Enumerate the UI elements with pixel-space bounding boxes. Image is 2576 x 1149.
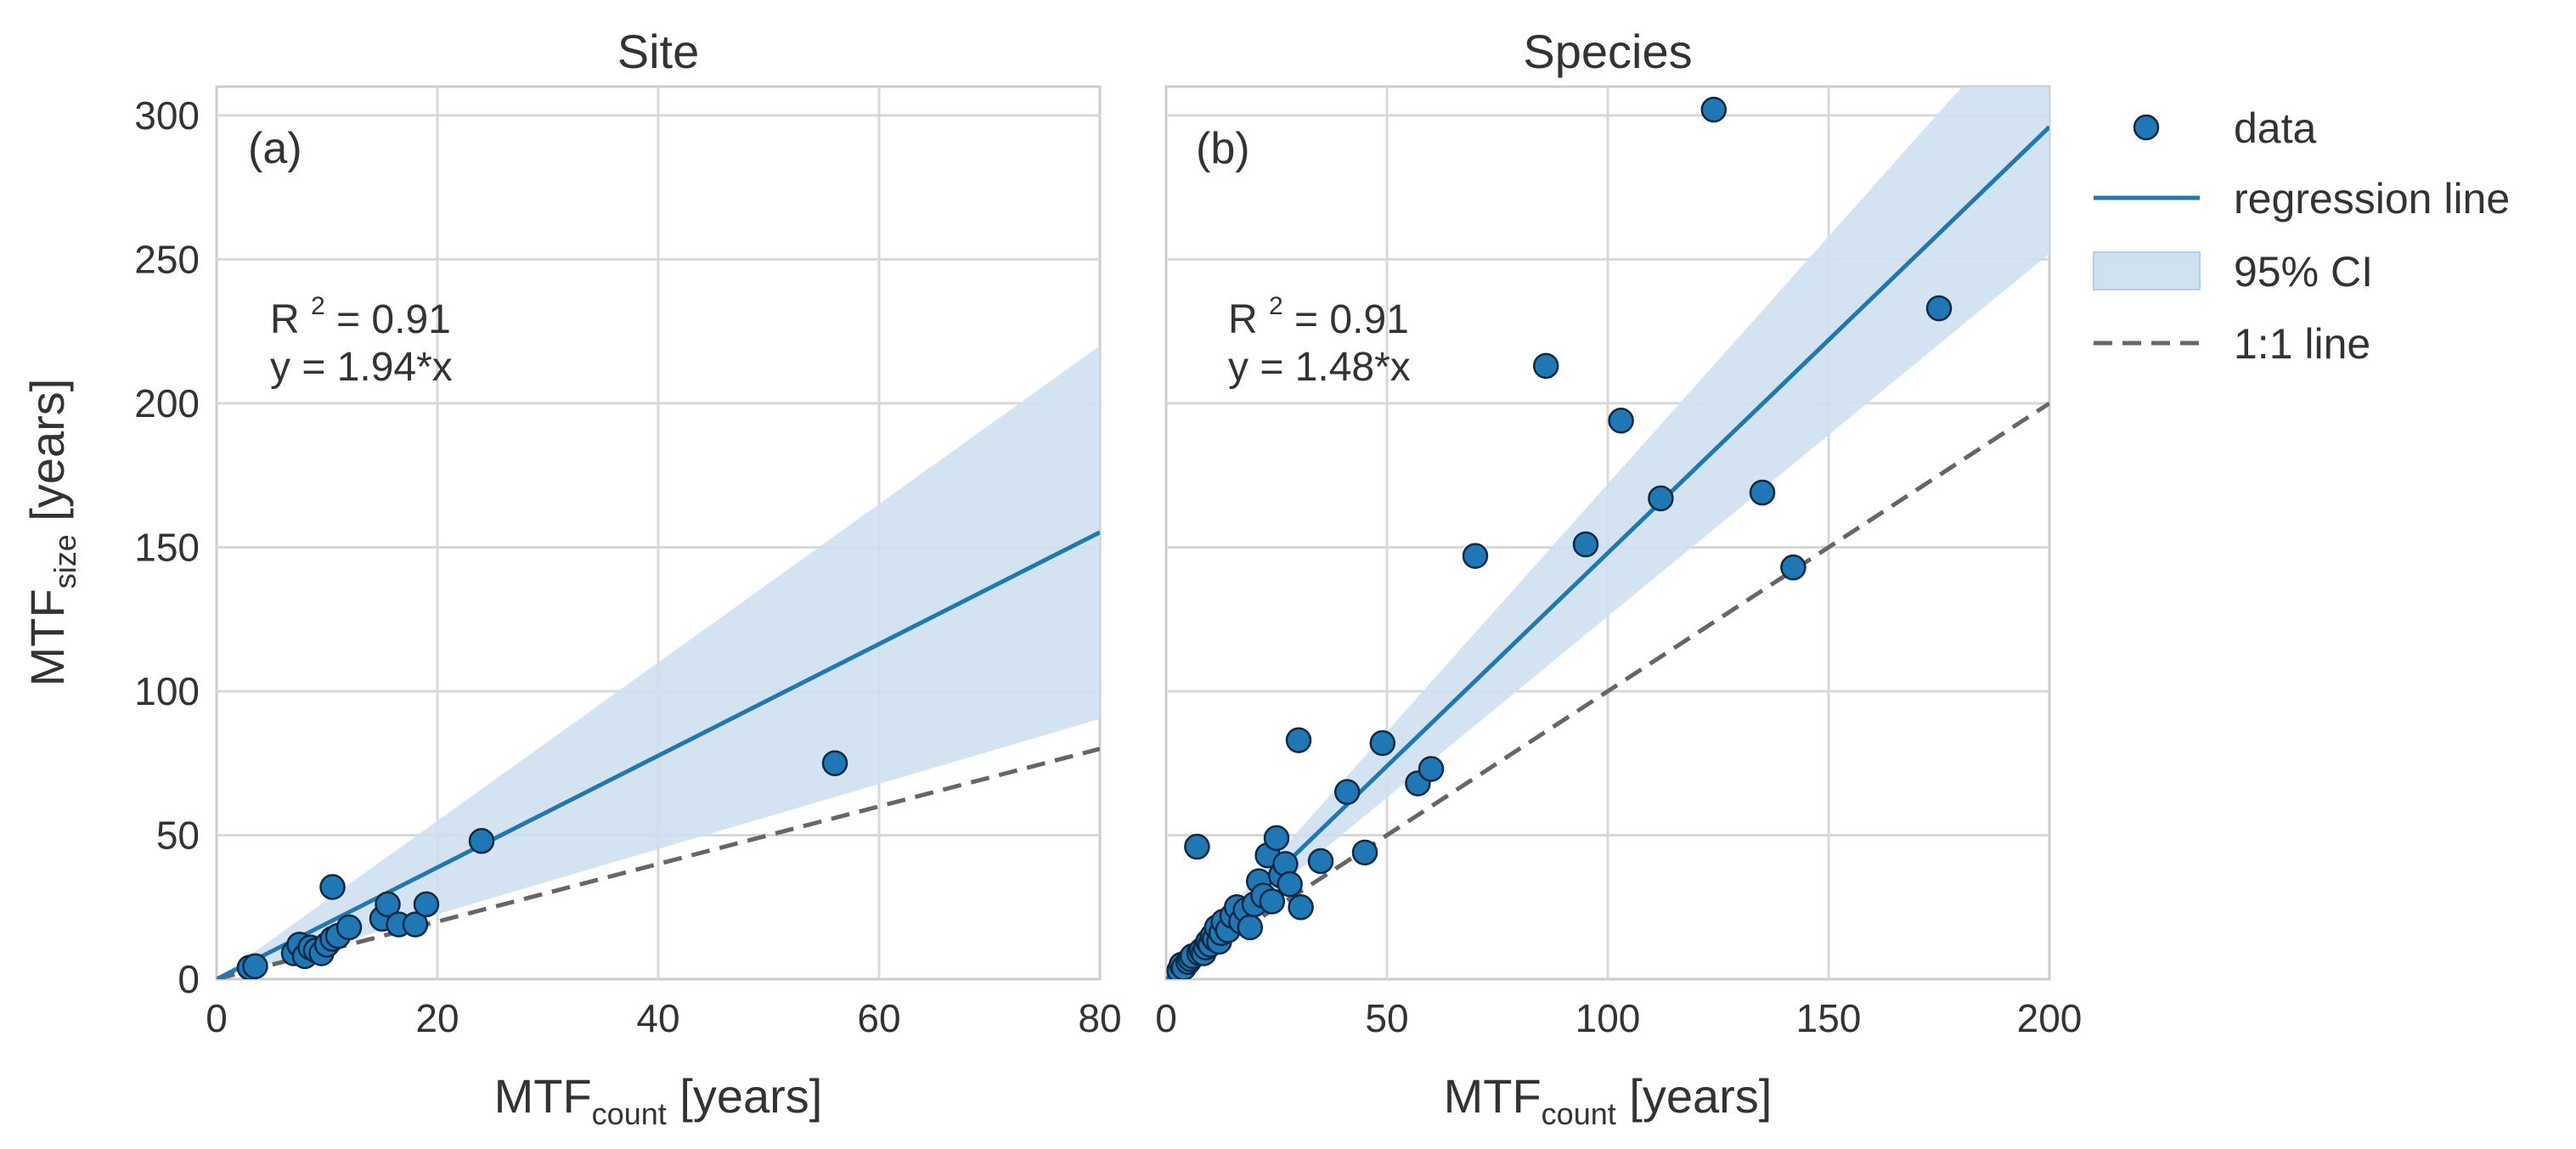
y-label-unit: [years] (20, 379, 74, 535)
data-point (1648, 485, 1674, 512)
y-label-sub: size (48, 534, 82, 589)
y-axis-label: MTFsize [years] (20, 379, 82, 687)
r2-label-site: R (270, 297, 300, 342)
legend-label-regression: regression line (2234, 175, 2510, 222)
panel-title-site: Site (617, 25, 700, 78)
x-tick-label: 50 (1365, 996, 1408, 1040)
y-tick-label: 200 (134, 381, 200, 425)
data-point (1780, 554, 1807, 581)
annotation-site: R 2 = 0.91 y = 1.94*x (270, 279, 453, 390)
x-axis-label-site: MTFcount [years] (494, 1069, 823, 1131)
y-tick-label: 300 (134, 93, 200, 138)
y-tick-label: 150 (134, 525, 200, 569)
panel-species: 0 50 100 150 200 Species (b) R 2 = 0.91 y = … (1155, 25, 2082, 1131)
data-point (1608, 408, 1634, 434)
x-tick-label: 40 (636, 996, 679, 1040)
svg-text:R 2 = 0.91: R 2 = 0.91 (1228, 279, 1409, 342)
data-point (1572, 531, 1599, 558)
legend: data regression line 95% CI 1:1 line (2093, 104, 2510, 368)
y-tick-label: 0 (178, 957, 200, 1001)
data-point (1925, 295, 1953, 322)
data-point (242, 953, 268, 979)
data-point (1700, 96, 1728, 123)
regression-line-species (1166, 125, 2049, 979)
data-point (1351, 839, 1378, 866)
x-ticks-species: 0 50 100 150 200 (1155, 996, 2082, 1040)
data-point (1288, 893, 1314, 921)
legend-marker-ci (2093, 251, 2201, 290)
legend-label-ci: 95% CI (2234, 248, 2373, 296)
identity-line-species (1166, 401, 2049, 979)
x-label-main-species: MTF (1444, 1069, 1542, 1123)
data-points-site (236, 750, 848, 979)
r2-sup-site: 2 (311, 292, 325, 320)
data-point (1462, 543, 1489, 569)
data-point (1184, 833, 1210, 860)
data-point (468, 828, 495, 854)
legend-item-regression: regression line (2094, 175, 2510, 222)
data-point (413, 891, 440, 918)
data-point (1263, 825, 1290, 852)
x-tick-label: 0 (1155, 996, 1177, 1040)
svg-text:R 2 = 0.91: R 2 = 0.91 (270, 279, 451, 342)
r2-value-species: = 0.91 (1294, 297, 1409, 342)
ci-band-species (1166, 87, 2049, 979)
x-tick-label: 20 (415, 996, 459, 1040)
panel-label-b: (b) (1196, 124, 1250, 173)
panel-title-species: Species (1523, 25, 1692, 78)
data-point (1333, 779, 1361, 805)
data-point (1237, 914, 1264, 941)
x-tick-label: 60 (857, 996, 900, 1040)
data-point (1285, 727, 1312, 753)
y-tick-label: 100 (134, 669, 200, 713)
data-points-species (1166, 96, 1953, 979)
x-label-sub-site: count (592, 1096, 667, 1131)
equation-site: y = 1.94*x (270, 345, 453, 390)
x-ticks-site: 0 20 40 60 80 (206, 996, 1121, 1040)
x-label-unit-species: [years] (1616, 1069, 1773, 1123)
equation-species: y = 1.48*x (1228, 345, 1411, 390)
r2-label-species: R (1228, 297, 1258, 342)
x-axis-label-species: MTFcount [years] (1444, 1069, 1773, 1131)
x-tick-label: 80 (1078, 996, 1121, 1040)
panel-site: 0 20 40 60 80 0 50 100 150 200 250 300 Site (a) R … (20, 25, 1122, 1131)
regression-line-site (217, 530, 1100, 979)
data-point (1277, 870, 1303, 898)
legend-marker-data (2133, 114, 2160, 141)
legend-item-data: data (2133, 104, 2317, 152)
legend-label-data: data (2234, 104, 2317, 152)
identity-line-site (217, 746, 1100, 979)
data-point (1307, 848, 1334, 875)
legend-item-identity: 1:1 line (2094, 320, 2370, 368)
data-point (1259, 888, 1286, 915)
x-tick-label: 0 (206, 996, 228, 1040)
data-point (1418, 756, 1445, 782)
data-point (1749, 479, 1776, 506)
data-point (1369, 729, 1396, 757)
y-tick-label: 50 (156, 813, 200, 857)
x-label-unit-site: [years] (667, 1069, 823, 1123)
legend-item-ci: 95% CI (2093, 248, 2373, 296)
data-point (335, 914, 363, 941)
r2-value-site: = 0.91 (336, 297, 451, 342)
panel-label-a: (a) (248, 124, 302, 173)
data-point (402, 911, 429, 938)
data-point (1532, 352, 1559, 380)
ci-band-site (217, 346, 1100, 979)
data-point (821, 750, 848, 776)
data-point (319, 874, 346, 900)
x-label-main-site: MTF (494, 1069, 592, 1123)
x-tick-label: 100 (1575, 996, 1641, 1040)
annotation-species: R 2 = 0.91 y = 1.48*x (1228, 279, 1411, 390)
r2-sup-species: 2 (1269, 292, 1283, 320)
data-point (375, 891, 401, 918)
y-label-main: MTF (20, 589, 74, 686)
legend-label-identity: 1:1 line (2234, 320, 2370, 368)
x-tick-label: 150 (1796, 996, 1862, 1040)
y-ticks-site: 0 50 100 150 200 250 300 (134, 93, 200, 1001)
x-label-sub-species: count (1542, 1096, 1616, 1131)
y-tick-label: 250 (134, 237, 200, 281)
x-tick-label: 200 (2017, 996, 2083, 1040)
